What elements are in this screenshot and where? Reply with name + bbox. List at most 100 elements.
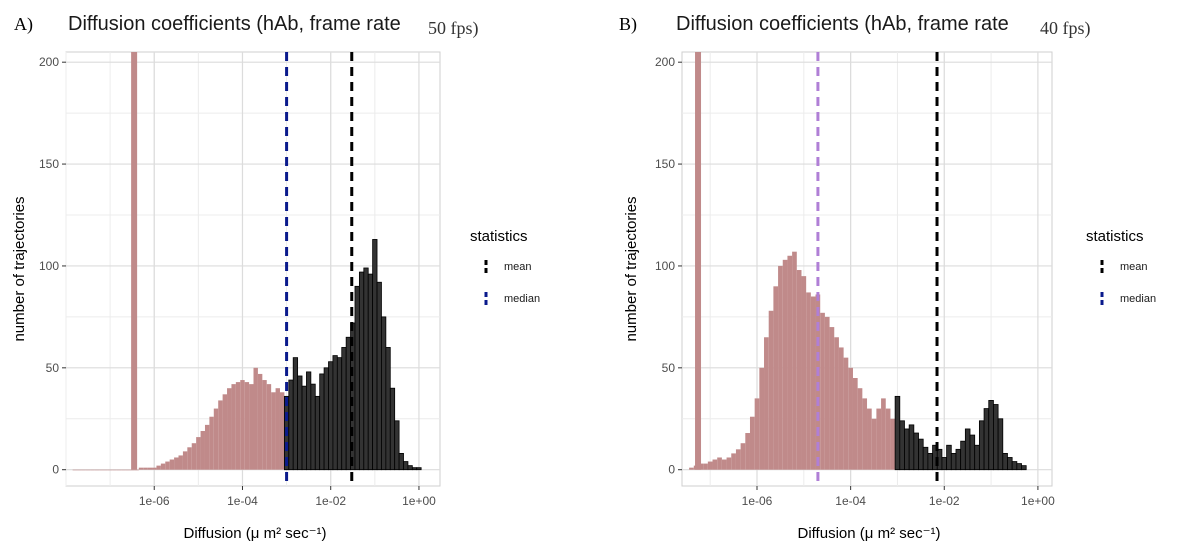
x-tick-label: 1e-06 [742,494,773,508]
histogram-bar [876,408,882,470]
x-tick-label: 1e-04 [835,494,866,508]
histogram-bar-tall [131,52,138,470]
legend-label-median: median [1120,293,1156,305]
histogram-bar [125,469,130,471]
histogram-bar [908,424,915,471]
histogram-bar [187,447,192,470]
histogram-bar [372,239,378,471]
histogram-bar [257,373,263,470]
histogram-bar [768,310,774,470]
histogram-bar [913,432,919,471]
histogram-bar [77,469,82,471]
histogram-bar [381,316,387,471]
title-suffix-bg [1032,10,1127,40]
histogram-bar [703,463,708,470]
histogram-bar [116,469,122,471]
histogram-bar [363,267,369,471]
y-tick-label: 200 [655,55,675,69]
histogram-bar [196,437,201,470]
y-tick-label: 200 [39,55,59,69]
panel-label: B) [619,14,637,35]
x-axis-label: Diffusion (μ m² sec⁻¹) [184,525,327,542]
histogram-bar [1021,465,1027,471]
histogram-bar [983,408,990,471]
histogram-bar [407,465,413,471]
x-tick-label: 1e-04 [227,494,258,508]
histogram-bar [121,469,126,471]
histogram-bar [721,459,727,470]
histogram-bar [358,271,365,471]
histogram-bar [271,392,276,470]
histogram-bar [792,251,797,470]
histogram-bar [152,467,157,470]
histogram-bar [222,394,228,470]
y-tick-label: 150 [39,157,59,171]
histogram-bar [993,404,999,471]
histogram-bar [796,270,802,470]
y-tick-label: 150 [655,157,675,171]
histogram-bar [978,420,985,471]
histogram-bar [1007,457,1013,471]
legend: statistics mean median [1086,228,1156,308]
histogram-bar [94,469,100,471]
histogram-bar [292,357,299,471]
histogram-bar [323,367,329,471]
histogram-bar [689,467,694,470]
histogram-bar [209,416,214,470]
histogram-bar [773,286,779,470]
histogram-bar [319,373,325,471]
histogram-bar [964,428,971,471]
histogram-bar [314,395,321,471]
histogram-bar [960,440,966,471]
histogram-bar [182,451,188,470]
histogram-bar [852,378,858,470]
histogram-bar [904,428,910,471]
histogram-bar [90,469,95,471]
histogram-bar [389,387,396,471]
x-tick-label: 1e-06 [139,494,170,508]
histogram-bar [778,265,783,470]
histogram-bar [103,469,108,471]
title-suffix-bg [420,10,515,40]
histogram-bar [740,443,746,470]
histogram-bar [416,467,422,471]
histogram-bar [306,371,312,471]
y-tick-label: 50 [662,361,676,375]
histogram-bar [218,400,223,470]
histogram-bar [204,424,210,470]
histogram-bar [820,312,825,470]
histogram-bar [213,408,219,470]
histogram-bar [759,367,765,470]
histogram-bar [345,336,351,471]
y-tick-label: 50 [46,361,60,375]
histogram-bar [1011,461,1018,471]
histogram-bar [871,418,877,470]
histogram-bar [974,444,980,471]
y-axis-label: number of trajectories [623,196,640,341]
chart-title: Diffusion coefficients (hAb, frame rate [68,13,401,35]
y-tick-label: 0 [52,463,59,477]
histogram-bar [112,469,117,471]
histogram-bar [398,452,404,471]
histogram-bar [249,384,254,470]
histogram-bar [824,316,830,470]
histogram-bar [266,384,272,470]
histogram-bar [191,443,197,470]
histogram-bar [81,469,86,471]
histogram-bar [782,259,788,470]
histogram-bar [310,383,316,471]
histogram-bar [178,455,183,470]
histogram-bar [200,430,205,470]
histogram-bar [253,367,258,470]
histogram-bar [946,444,952,471]
histogram-bar [955,448,962,471]
histogram-bar [801,276,807,470]
histogram-bar [754,398,760,470]
histogram-bar [950,452,957,471]
histogram-bar [881,398,886,470]
histogram-bar [279,392,285,470]
legend-label-median: median [504,293,540,305]
histogram-bar [894,395,901,471]
histogram-bar [354,285,360,471]
